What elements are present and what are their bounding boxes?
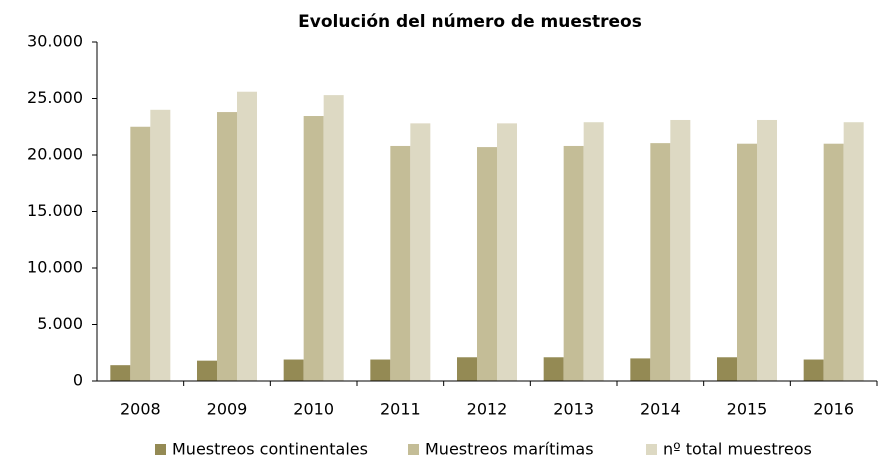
bar xyxy=(197,360,217,381)
x-tick-label: 2008 xyxy=(120,400,161,419)
bar xyxy=(457,357,477,381)
bar xyxy=(650,143,671,381)
bar xyxy=(670,119,691,381)
x-tick-label: 2014 xyxy=(640,400,681,419)
bar xyxy=(737,143,757,381)
bar xyxy=(803,359,824,381)
bar xyxy=(130,126,151,381)
y-tick-label: 30.000 xyxy=(27,32,83,51)
bar xyxy=(303,116,324,381)
bar xyxy=(843,122,864,381)
legend-swatch xyxy=(408,444,419,455)
x-tick-label: 2016 xyxy=(813,400,854,419)
y-tick-label: 15.000 xyxy=(27,201,83,220)
x-tick-label: 2011 xyxy=(380,400,421,419)
bar xyxy=(563,145,584,381)
y-tick-label: 10.000 xyxy=(27,258,83,277)
y-tick-label: 5.000 xyxy=(37,314,83,333)
bar xyxy=(410,123,431,382)
bar xyxy=(217,112,237,381)
y-tick-label: 20.000 xyxy=(27,145,83,164)
x-tick-label: 2013 xyxy=(553,400,594,419)
bar xyxy=(630,358,651,381)
x-tick-label: 2010 xyxy=(293,400,334,419)
x-tick-label: 2015 xyxy=(727,400,768,419)
legend-swatch xyxy=(155,444,166,455)
x-tick-label: 2012 xyxy=(467,400,508,419)
bar xyxy=(150,109,171,382)
bar xyxy=(323,95,344,382)
bar xyxy=(477,147,497,381)
bar xyxy=(543,357,564,381)
x-tick-label: 2009 xyxy=(207,400,248,419)
bar xyxy=(390,145,411,381)
y-tick-label: 25.000 xyxy=(27,88,83,107)
legend-swatch xyxy=(646,444,657,455)
bar xyxy=(583,122,604,381)
bar xyxy=(370,359,391,381)
bar xyxy=(283,359,304,381)
bar xyxy=(237,91,257,381)
legend-label: Muestreos continentales xyxy=(172,440,368,459)
bar xyxy=(717,357,737,381)
bar xyxy=(110,365,131,381)
bar xyxy=(757,119,777,381)
bar xyxy=(823,143,844,381)
legend-label: Muestreos marítimas xyxy=(425,440,594,459)
legend-label: nº total muestreos xyxy=(663,440,812,459)
chart-title: Evolución del número de muestreos xyxy=(298,12,642,32)
bar xyxy=(497,123,517,382)
y-tick-label: 0 xyxy=(73,371,83,390)
